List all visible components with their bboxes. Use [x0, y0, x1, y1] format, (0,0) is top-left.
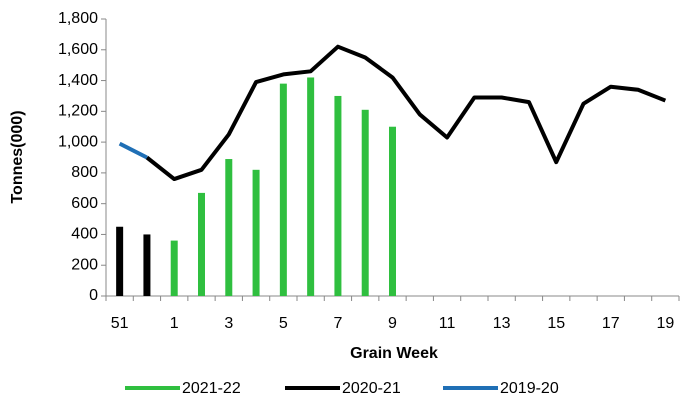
bar	[143, 234, 151, 296]
line	[118, 141, 148, 160]
bar	[170, 240, 178, 296]
y-tick-label: 1,600	[58, 41, 98, 58]
x-tick-label: 15	[547, 315, 565, 332]
x-tick-label: 17	[602, 315, 620, 332]
bar	[252, 169, 260, 296]
x-tick-label: 1	[170, 315, 179, 332]
x-tick-label: 51	[111, 315, 129, 332]
x-tick-label: 19	[656, 315, 674, 332]
y-tick-label: 800	[71, 164, 98, 181]
x-tick-label: 11	[439, 315, 456, 332]
x-axis-title: Grain Week	[350, 345, 438, 362]
y-tick-label: 600	[71, 195, 98, 212]
bar	[389, 126, 396, 296]
legend-label: 2020-21	[342, 380, 401, 397]
bar	[279, 83, 287, 296]
y-tick-label: 200	[71, 256, 98, 273]
y-tick-label: 1,400	[58, 72, 98, 89]
bar	[198, 192, 205, 296]
legend-label: 2019-20	[500, 380, 559, 397]
legend-label: 2021-22	[182, 380, 241, 397]
bar	[307, 77, 315, 296]
bar	[116, 226, 124, 296]
y-tick-label: 400	[71, 226, 98, 243]
bar	[361, 109, 369, 297]
bar	[225, 159, 233, 296]
bar	[334, 95, 342, 296]
y-tick-label: 1,000	[58, 133, 98, 150]
y-tick-label: 0	[89, 287, 98, 304]
x-tick-label: 13	[493, 315, 511, 332]
y-axis-title: Tonnes(000)	[9, 110, 26, 203]
x-tick-label: 9	[388, 315, 397, 332]
x-tick-label: 3	[224, 315, 233, 332]
x-tick-label: 7	[333, 315, 342, 332]
line	[145, 44, 667, 182]
x-tick-label: 5	[279, 315, 288, 332]
y-tick-label: 1,800	[58, 10, 98, 27]
y-tick-label: 1,200	[58, 103, 98, 120]
